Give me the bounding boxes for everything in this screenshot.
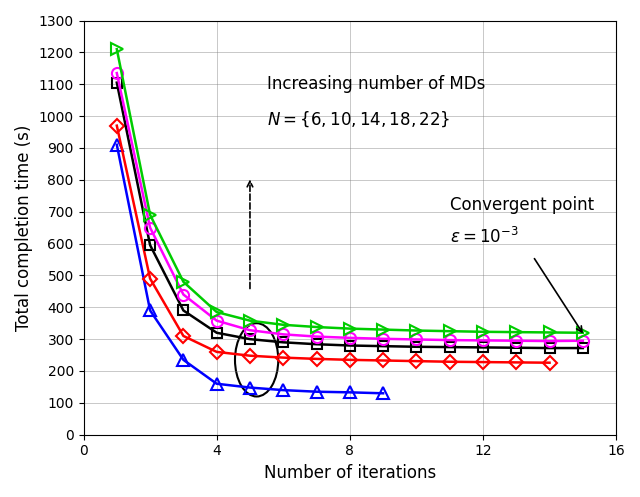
X-axis label: Number of iterations: Number of iterations [264,464,436,482]
Text: Convergent point: Convergent point [450,196,594,214]
Text: Increasing number of MDs: Increasing number of MDs [267,75,485,93]
Text: $\varepsilon = 10^{-3}$: $\varepsilon = 10^{-3}$ [450,227,518,247]
Text: $N = \{6, 10, 14, 18, 22\}$: $N = \{6, 10, 14, 18, 22\}$ [267,109,450,129]
Y-axis label: Total completion time (s): Total completion time (s) [15,124,33,331]
